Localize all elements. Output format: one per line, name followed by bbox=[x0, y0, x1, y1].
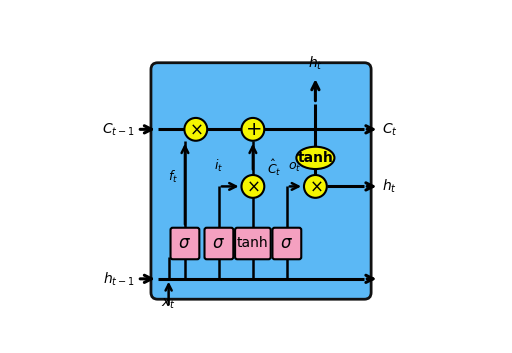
Text: $+$: $+$ bbox=[245, 120, 261, 139]
Text: $C_t$: $C_t$ bbox=[382, 121, 398, 138]
FancyBboxPatch shape bbox=[272, 228, 301, 259]
Text: $i_t$: $i_t$ bbox=[215, 158, 224, 174]
Ellipse shape bbox=[296, 147, 334, 169]
Text: $\times$: $\times$ bbox=[189, 120, 203, 138]
Text: $\times$: $\times$ bbox=[309, 178, 322, 196]
Text: $h_{t-1}$: $h_{t-1}$ bbox=[103, 270, 135, 288]
Text: $\times$: $\times$ bbox=[246, 178, 260, 196]
Text: $h_t$: $h_t$ bbox=[382, 178, 397, 195]
Text: $\hat{C}_t$: $\hat{C}_t$ bbox=[267, 158, 282, 178]
Text: $C_{t-1}$: $C_{t-1}$ bbox=[102, 121, 135, 138]
Text: tanh: tanh bbox=[237, 237, 269, 251]
Text: $x_t$: $x_t$ bbox=[161, 297, 176, 311]
Circle shape bbox=[242, 118, 264, 141]
Text: $h_t$: $h_t$ bbox=[308, 55, 323, 72]
FancyBboxPatch shape bbox=[204, 228, 233, 259]
Text: $o_t$: $o_t$ bbox=[288, 161, 302, 174]
Text: $\sigma$: $\sigma$ bbox=[179, 234, 191, 252]
Text: $f_t$: $f_t$ bbox=[168, 169, 178, 185]
Circle shape bbox=[304, 175, 327, 198]
Text: $\sigma$: $\sigma$ bbox=[212, 234, 225, 252]
Circle shape bbox=[184, 118, 207, 141]
FancyBboxPatch shape bbox=[235, 228, 271, 259]
FancyBboxPatch shape bbox=[151, 63, 371, 299]
Text: $\sigma$: $\sigma$ bbox=[281, 234, 293, 252]
Circle shape bbox=[242, 175, 264, 198]
FancyBboxPatch shape bbox=[170, 228, 199, 259]
Text: tanh: tanh bbox=[297, 151, 333, 165]
